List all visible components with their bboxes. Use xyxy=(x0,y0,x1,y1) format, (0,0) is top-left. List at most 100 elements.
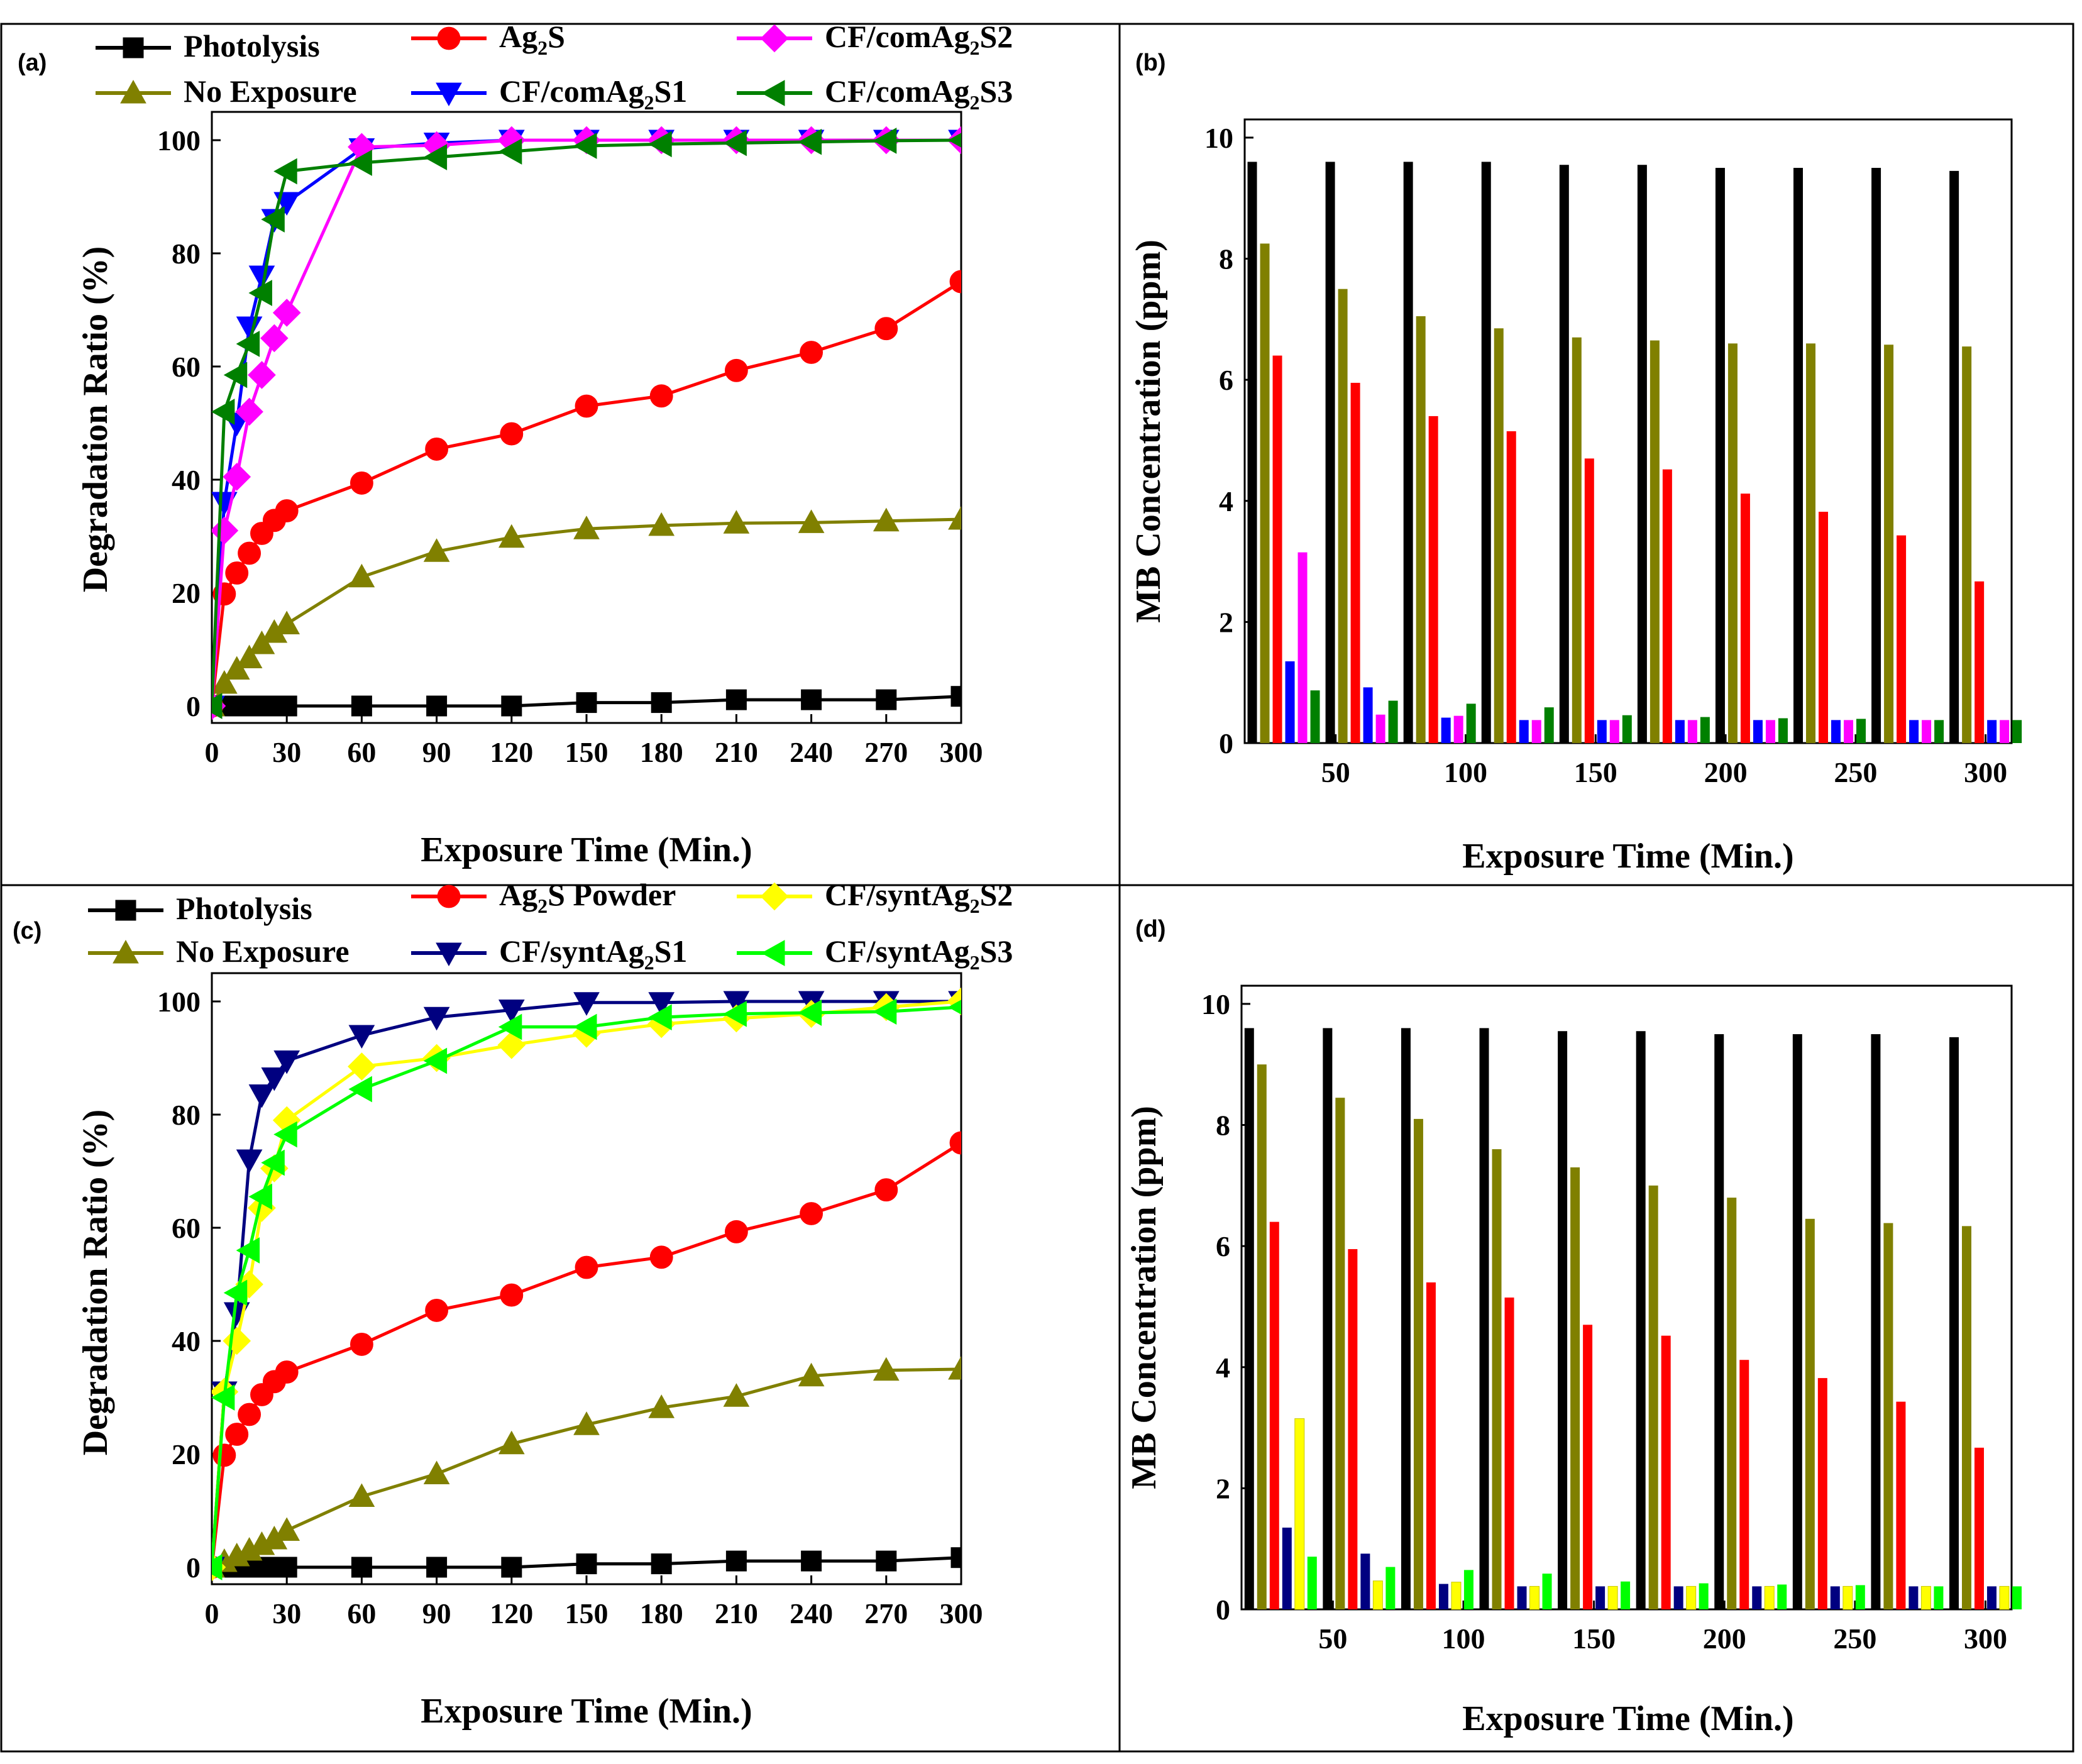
data-point xyxy=(348,1483,375,1507)
data-point xyxy=(800,1202,823,1225)
bar xyxy=(1975,581,1985,743)
data-point xyxy=(348,563,375,588)
bar xyxy=(1401,1028,1411,1609)
bar xyxy=(1494,328,1504,743)
legend-marker xyxy=(760,882,789,911)
bar xyxy=(1961,1226,1971,1609)
data-point xyxy=(498,1013,522,1040)
y-tick-label: 20 xyxy=(172,577,201,609)
legend-marker xyxy=(436,82,462,107)
data-point xyxy=(238,1403,262,1426)
y-tick-label: 8 xyxy=(1216,1110,1230,1142)
bar xyxy=(1559,165,1569,743)
bar xyxy=(1517,1586,1527,1609)
bar xyxy=(1244,1028,1254,1609)
bar xyxy=(1949,1037,1959,1609)
legend-label-main: CF/comAg xyxy=(499,74,644,109)
data-point xyxy=(260,324,289,353)
bar xyxy=(1375,714,1385,743)
bar xyxy=(1385,1567,1396,1609)
legend-label: CF/comAg2S2 xyxy=(825,19,1013,59)
data-point xyxy=(798,509,825,533)
bar xyxy=(1897,535,1907,743)
bar xyxy=(1806,343,1816,743)
y-tick-label: 40 xyxy=(172,464,201,496)
bar xyxy=(1740,493,1750,743)
data-point xyxy=(576,692,597,714)
data-point xyxy=(575,394,598,418)
bar xyxy=(1922,720,1932,743)
data-point xyxy=(425,1298,449,1322)
bar xyxy=(1700,717,1710,743)
bar xyxy=(1855,1585,1865,1609)
x-axis-title: Exposure Time (Min.) xyxy=(421,1692,752,1731)
data-point xyxy=(348,1052,376,1081)
x-tick-label: 90 xyxy=(422,1597,451,1629)
data-point xyxy=(801,689,822,710)
legend-label-main: CF/comAg xyxy=(825,19,970,54)
series-Ag2S xyxy=(212,270,961,718)
legend-entry: CF/comAg2S3 xyxy=(737,74,1013,114)
data-point xyxy=(648,1394,675,1418)
data-point xyxy=(350,1332,373,1356)
legend-marker xyxy=(120,79,146,104)
data-point xyxy=(498,1000,525,1023)
bar xyxy=(1819,512,1829,743)
legend-label: Photolysis xyxy=(176,891,312,926)
data-point xyxy=(725,689,747,710)
bar xyxy=(1675,720,1685,743)
data-point xyxy=(423,538,450,562)
legend-label-tail: S2 xyxy=(980,877,1013,912)
legend-marker xyxy=(437,26,461,50)
bar xyxy=(1519,720,1529,743)
legend-label-tail: S xyxy=(548,19,565,54)
y-axis-title: Degradation Ratio (%) xyxy=(76,1110,115,1456)
bar xyxy=(1949,170,1959,743)
data-point xyxy=(212,670,238,694)
bar xyxy=(1372,1580,1383,1610)
data-point xyxy=(236,1149,263,1174)
y-tick-label: 60 xyxy=(172,351,201,383)
x-tick-label: 210 xyxy=(715,1597,758,1629)
y-tick-label: 0 xyxy=(1219,727,1233,759)
legend-label-main: Photolysis xyxy=(184,28,320,63)
bar xyxy=(1896,1401,1906,1609)
legend-label: Ag2S xyxy=(499,19,565,59)
bar xyxy=(1584,458,1594,743)
data-point xyxy=(573,1013,597,1040)
y-tick-label: 100 xyxy=(157,986,201,1018)
data-point xyxy=(501,695,522,717)
data-point xyxy=(723,1383,750,1407)
bar xyxy=(1247,162,1257,743)
data-point xyxy=(223,361,248,389)
y-tick-label: 100 xyxy=(157,124,201,157)
bar xyxy=(1987,720,1997,743)
x-tick-label: 300 xyxy=(940,736,983,768)
legend-label-subscript: 2 xyxy=(644,91,654,114)
x-tick-label: 270 xyxy=(864,1597,908,1629)
x-axis-title: Exposure Time (Min.) xyxy=(1462,837,1793,876)
bar xyxy=(1310,690,1320,743)
series-line xyxy=(212,1141,961,1568)
series-Ag2S Powder xyxy=(212,1131,961,1579)
y-tick-label: 4 xyxy=(1216,1352,1230,1384)
series-line xyxy=(212,1000,961,1568)
data-point xyxy=(236,331,260,357)
legend-entry: Ag2S Powder xyxy=(411,877,676,917)
data-point xyxy=(248,280,272,306)
data-point xyxy=(273,1517,300,1541)
data-point xyxy=(723,1000,747,1027)
bar xyxy=(1338,289,1348,743)
legend-label-tail: S Powder xyxy=(548,877,676,912)
legend-label-subscript: 2 xyxy=(537,36,548,59)
bar xyxy=(1323,1028,1333,1609)
data-point xyxy=(649,384,673,408)
bar xyxy=(1272,355,1282,743)
data-point xyxy=(724,1220,748,1243)
data-point xyxy=(273,1121,297,1148)
bar xyxy=(1325,162,1335,743)
data-point xyxy=(798,1362,825,1387)
bar xyxy=(1934,1586,1944,1609)
bar xyxy=(1572,337,1582,743)
data-point xyxy=(423,1006,450,1031)
